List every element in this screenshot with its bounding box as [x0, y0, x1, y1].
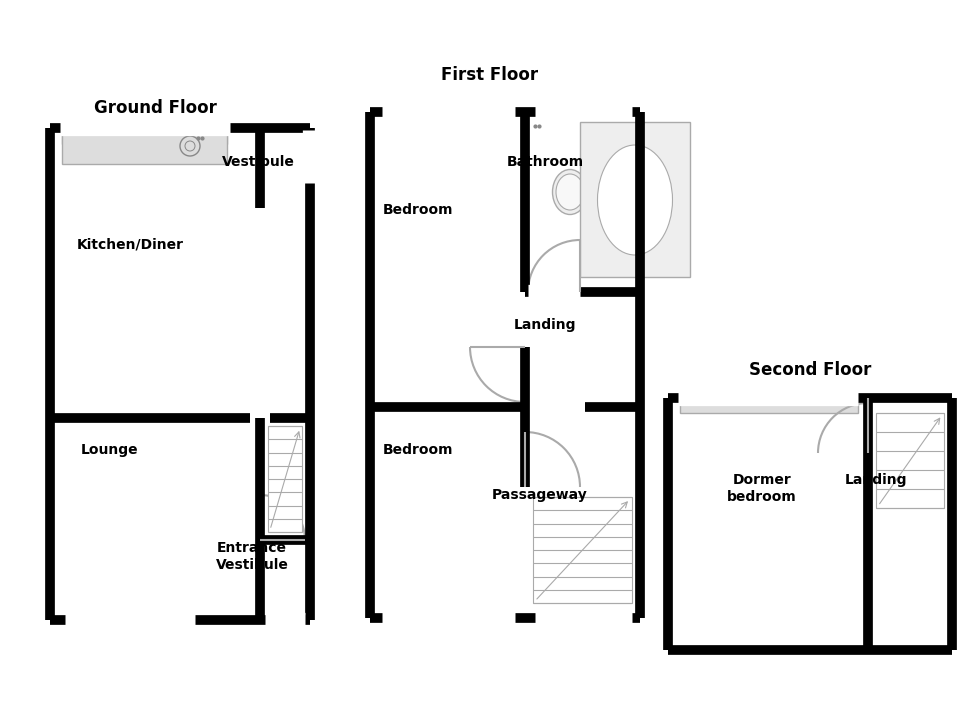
- Text: Entrance: Entrance: [217, 541, 287, 555]
- Text: Landing: Landing: [845, 473, 907, 487]
- Text: Lounge: Lounge: [81, 443, 139, 457]
- Text: Dormer: Dormer: [733, 473, 792, 487]
- Text: Vestibule: Vestibule: [221, 155, 294, 169]
- Bar: [580, 122, 690, 277]
- Text: Kitchen/Diner: Kitchen/Diner: [76, 238, 183, 252]
- Bar: [876, 413, 944, 508]
- Text: Bathroom: Bathroom: [507, 155, 583, 169]
- Ellipse shape: [553, 169, 587, 214]
- Text: Second Floor: Second Floor: [749, 361, 871, 379]
- Bar: [62, 132, 227, 164]
- Bar: [268, 426, 302, 532]
- Bar: [62, 126, 227, 144]
- Bar: [680, 395, 858, 413]
- Text: Bedroom: Bedroom: [383, 203, 454, 217]
- Text: First Floor: First Floor: [441, 66, 539, 84]
- Text: Vestibule: Vestibule: [216, 558, 288, 572]
- Bar: [533, 497, 632, 603]
- Text: Bedroom: Bedroom: [383, 443, 454, 457]
- Text: Passageway: Passageway: [492, 488, 588, 502]
- Ellipse shape: [598, 145, 672, 255]
- Text: Landing: Landing: [514, 318, 576, 332]
- Text: Ground Floor: Ground Floor: [93, 99, 217, 117]
- Text: bedroom: bedroom: [727, 490, 797, 504]
- Ellipse shape: [556, 174, 584, 210]
